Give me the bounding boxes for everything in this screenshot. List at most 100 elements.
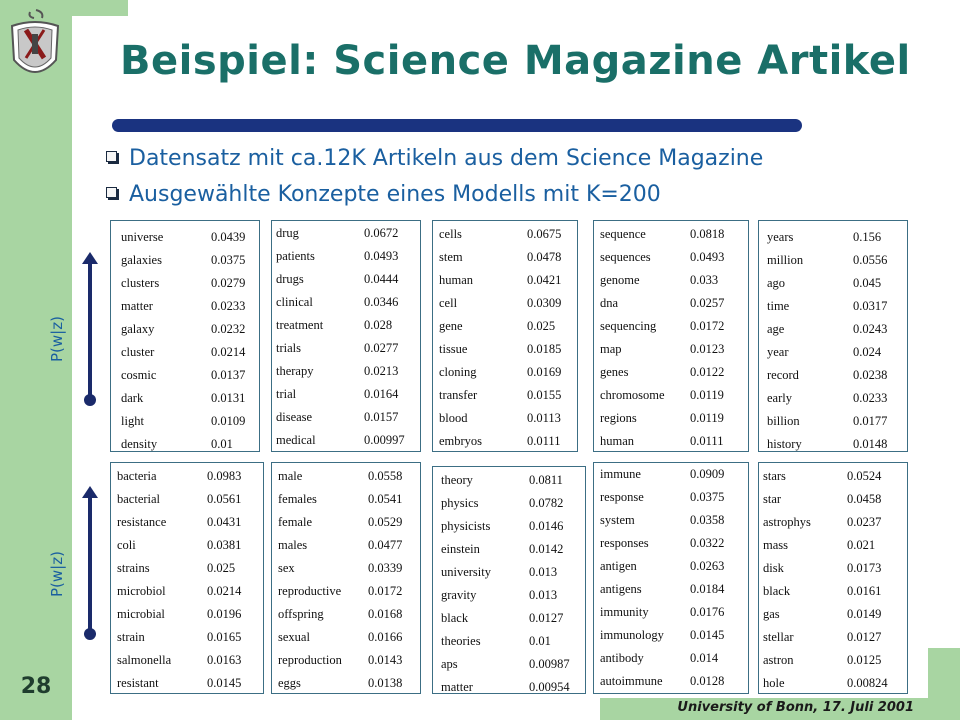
word-cell: immune (600, 467, 641, 481)
probability-cell: 0.0238 (853, 368, 888, 382)
word-cell: genes (600, 365, 629, 379)
table-row: sex 0.0339 (272, 558, 420, 578)
probability-cell: 0.021 (847, 538, 876, 552)
probability-cell: 0.0125 (847, 653, 882, 667)
probability-cell: 0.0173 (847, 561, 882, 575)
table-row: trial 0.0164 (272, 384, 420, 404)
word-cell: males (278, 538, 308, 552)
word-cell: history (767, 437, 802, 451)
table-row: system 0.0358 (594, 510, 748, 530)
word-cell: physics (441, 496, 479, 510)
table-row: eggs 0.0138 (272, 673, 420, 693)
probability-cell: 0.0493 (690, 250, 725, 264)
word-cell: clusters (121, 276, 160, 290)
word-cell: early (767, 391, 792, 405)
word-cell: autoimmune (600, 674, 663, 688)
word-cell: universe (121, 230, 164, 244)
bullet-text: Datensatz mit ca.12K Artikeln aus dem Sc… (129, 146, 764, 171)
table-row: male 0.0558 (272, 466, 420, 486)
table-row: transfer 0.0155 (433, 385, 577, 405)
table-row: record 0.0238 (759, 365, 907, 385)
word-cell: offspring (278, 607, 324, 621)
probability-cell: 0.0477 (368, 538, 403, 552)
table-row: theory 0.0811 (433, 470, 585, 490)
table-row: responses 0.0322 (594, 533, 748, 553)
probability-cell: 0.0558 (368, 469, 403, 483)
table-row: billion 0.0177 (759, 411, 907, 431)
table-row: coli 0.0381 (111, 535, 263, 555)
probability-cell: 0.0127 (847, 630, 882, 644)
table-row: dark 0.0131 (111, 388, 259, 408)
probability-cell: 0.00954 (529, 680, 570, 694)
footer-band (600, 698, 960, 720)
table-row: immunology 0.0145 (594, 625, 748, 645)
university-crest-icon (10, 9, 60, 73)
probability-cell: 0.0346 (364, 295, 399, 309)
table-row: cluster 0.0214 (111, 342, 259, 362)
table-row: males 0.0477 (272, 535, 420, 555)
word-cell: sequences (600, 250, 651, 264)
table-row: sequencing 0.0172 (594, 316, 748, 336)
word-cell: response (600, 490, 644, 504)
word-cell: reproductive (278, 584, 342, 598)
word-cell: galaxy (121, 322, 155, 336)
probability-cell: 0.0143 (368, 653, 403, 667)
word-cell: mass (763, 538, 788, 552)
table-row: gas 0.0149 (759, 604, 907, 624)
table-row: galaxy 0.0232 (111, 319, 259, 339)
word-cell: antigens (600, 582, 642, 596)
word-cell: matter (441, 680, 473, 694)
table-row: embryos 0.0111 (433, 431, 577, 451)
topic-table-10: stars 0.0524 star 0.0458 astrophys 0.0237 mass… (758, 462, 908, 694)
word-cell: genome (600, 273, 640, 287)
probability-cell: 0.045 (853, 276, 882, 290)
word-cell: cells (439, 227, 462, 241)
topic-table-1: universe 0.0439 galaxies 0.0375 clusters 0.02… (110, 220, 260, 452)
table-row: sequence 0.0818 (594, 224, 748, 244)
word-cell: strains (117, 561, 150, 575)
word-cell: stars (763, 469, 786, 483)
probability-cell: 0.0232 (211, 322, 246, 336)
word-cell: transfer (439, 388, 478, 402)
table-row: bacterial 0.0561 (111, 489, 263, 509)
table-row: resistance 0.0431 (111, 512, 263, 532)
probability-cell: 0.00987 (529, 657, 570, 671)
probability-cell: 0.0983 (207, 469, 242, 483)
word-cell: system (600, 513, 635, 527)
probability-cell: 0.0119 (690, 388, 724, 402)
table-row: map 0.0123 (594, 339, 748, 359)
probability-cell: 0.0177 (853, 414, 888, 428)
table-row: gene 0.025 (433, 316, 577, 336)
table-row: clinical 0.0346 (272, 292, 420, 312)
probability-cell: 0.033 (690, 273, 719, 287)
table-row: black 0.0127 (433, 608, 585, 628)
arrow-up-icon (82, 486, 98, 640)
probability-cell: 0.0113 (527, 411, 561, 425)
probability-cell: 0.01 (529, 634, 551, 648)
probability-cell: 0.0142 (529, 542, 564, 556)
footer-text: University of Bonn, 17. Juli 2001 (677, 700, 914, 715)
table-row: response 0.0375 (594, 487, 748, 507)
table-row: medical 0.00997 (272, 430, 420, 450)
word-cell: antibody (600, 651, 644, 665)
table-row: early 0.0233 (759, 388, 907, 408)
table-row: genes 0.0122 (594, 362, 748, 382)
table-row: human 0.0421 (433, 270, 577, 290)
word-cell: sequence (600, 227, 646, 241)
word-cell: resistance (117, 515, 167, 529)
table-row: sexual 0.0166 (272, 627, 420, 647)
probability-cell: 0.0127 (529, 611, 564, 625)
probability-cell: 0.0257 (690, 296, 725, 310)
word-cell: record (767, 368, 799, 382)
word-cell: light (121, 414, 144, 428)
probability-cell: 0.0214 (211, 345, 246, 359)
word-cell: female (278, 515, 313, 529)
word-cell: hole (763, 676, 785, 690)
word-cell: stem (439, 250, 463, 264)
topic-table-3: cells 0.0675 stem 0.0478 human 0.0421 cell 0.03… (432, 220, 578, 452)
probability-cell: 0.0165 (207, 630, 242, 644)
word-cell: university (441, 565, 491, 579)
table-row: ago 0.045 (759, 273, 907, 293)
table-row: mass 0.021 (759, 535, 907, 555)
table-row: gravity 0.013 (433, 585, 585, 605)
